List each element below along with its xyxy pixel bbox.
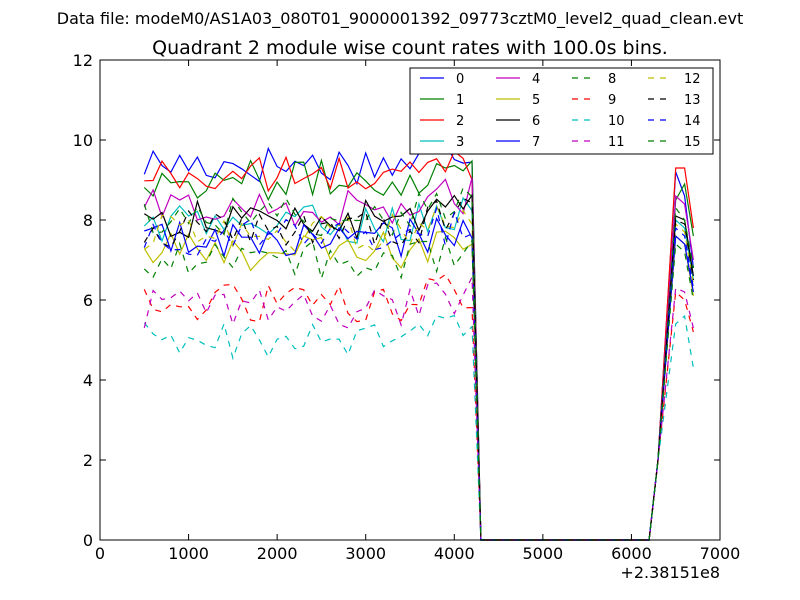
legend-label-10: 10: [608, 114, 625, 129]
series-line-8: [143, 187, 694, 541]
y-tick-label: 0: [83, 531, 93, 550]
x-offset-label: +2.38151e8: [620, 563, 720, 582]
legend-label-6: 6: [532, 114, 540, 129]
x-tick-label: 5000: [522, 544, 563, 563]
legend-label-12: 12: [684, 72, 701, 87]
series-line-10: [143, 314, 694, 541]
legend-label-4: 4: [532, 72, 540, 87]
series-line-9: [143, 273, 694, 541]
series-line-2: [144, 150, 694, 541]
legend-label-14: 14: [684, 114, 701, 129]
series-line-15: [143, 235, 694, 541]
series-line-11: [143, 277, 694, 541]
x-tick-label: 6000: [611, 544, 652, 563]
chart-title: Quadrant 2 module wise count rates with …: [152, 37, 668, 59]
x-tick-label: 3000: [345, 544, 386, 563]
series-line-14: [143, 206, 694, 541]
figure-suptitle: Data file: modeM0/AS1A03_080T01_90000013…: [57, 9, 743, 29]
y-tick-label: 10: [73, 131, 93, 150]
series-line-1: [143, 158, 694, 541]
x-tick-label: 4000: [434, 544, 475, 563]
series-line-7: [144, 216, 694, 541]
x-tick-label: 7000: [700, 544, 741, 563]
legend-label-5: 5: [532, 93, 540, 108]
y-tick-label: 8: [83, 211, 93, 230]
series-line-13: [143, 197, 694, 541]
y-tick-label: 4: [83, 371, 93, 390]
series-line-6: [143, 193, 694, 541]
legend-label-0: 0: [456, 72, 464, 87]
legend-label-15: 15: [684, 135, 701, 150]
x-tick-label: 1000: [168, 544, 209, 563]
legend-label-8: 8: [608, 72, 616, 87]
y-tick-label: 6: [83, 291, 93, 310]
legend-frame: [409, 67, 714, 155]
legend-label-7: 7: [532, 135, 540, 150]
y-tick-label: 12: [73, 51, 93, 70]
plot-lines: [143, 143, 694, 541]
series-line-4: [143, 177, 694, 541]
y-tick-label: 2: [83, 451, 93, 470]
x-tick-label: 2000: [257, 544, 298, 563]
x-tick-label: 0: [95, 544, 105, 563]
series-line-5: [143, 230, 694, 541]
x-axis: 0 1000 2000 3000 4000 5000 6000 7000: [95, 60, 740, 563]
series-line-3: [143, 196, 694, 541]
legend-label-9: 9: [608, 93, 616, 108]
legend-label-2: 2: [456, 114, 464, 129]
legend-label-1: 1: [456, 93, 464, 108]
legend-label-11: 11: [608, 135, 625, 150]
legend-label-13: 13: [684, 93, 701, 108]
series-line-0: [143, 143, 694, 541]
legend-label-3: 3: [456, 135, 464, 150]
